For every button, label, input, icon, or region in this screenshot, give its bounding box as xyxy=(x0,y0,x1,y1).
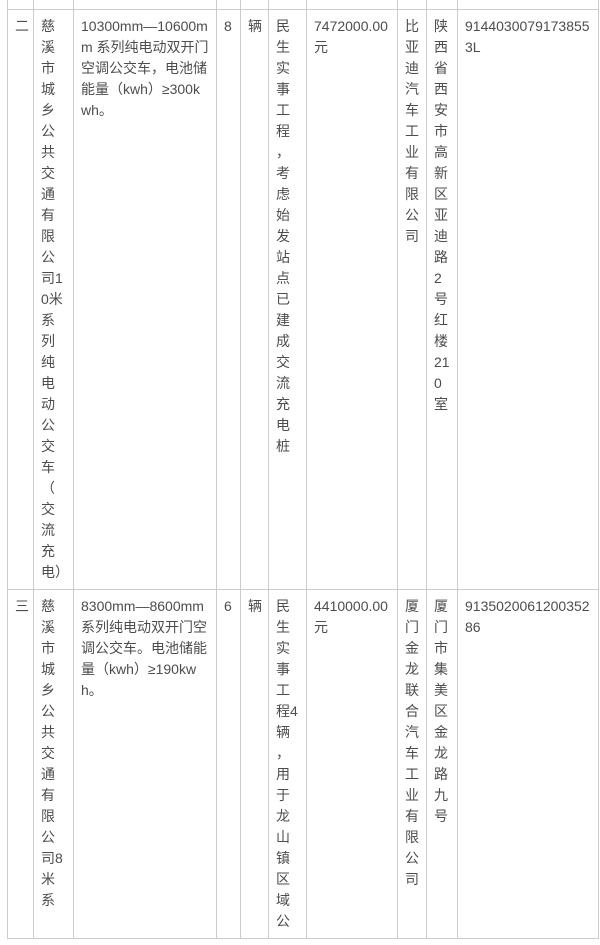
empty-cell xyxy=(240,0,269,10)
row-number-cell: 二 xyxy=(7,9,34,590)
empty-cell xyxy=(457,0,599,10)
amount-cell: 4410000.00 元 xyxy=(306,589,398,939)
procurement-results-table: 二 慈溪市城乡公共交通有限公司10米系列纯电动公交车（交流充电） 10300mm… xyxy=(7,0,599,939)
quantity-cell: 6 xyxy=(216,589,241,939)
empty-cell xyxy=(268,0,307,10)
row-number-cell: 三 xyxy=(7,589,34,939)
empty-cell xyxy=(7,0,34,10)
unit-cell: 辆 xyxy=(240,9,269,590)
credit-code-cell: 913502006120035286 xyxy=(457,589,599,939)
project-name-cell: 慈溪市城乡公共交通有限公司8米系 xyxy=(33,589,74,939)
supplier-address-cell: 陕西省西安市高新区亚迪路2号红楼210室 xyxy=(426,9,458,590)
empty-cell xyxy=(73,0,217,10)
table-row: 二 慈溪市城乡公共交通有限公司10米系列纯电动公交车（交流充电） 10300mm… xyxy=(7,9,599,590)
quantity-cell: 8 xyxy=(216,9,241,590)
table-row-previous-cutoff xyxy=(7,0,599,10)
empty-cell xyxy=(426,0,458,10)
empty-cell xyxy=(306,0,398,10)
purpose-cell: 民生实事工程，考虑始发站点已建成交流充电桩 xyxy=(268,9,307,590)
empty-cell xyxy=(216,0,241,10)
table-row: 三 慈溪市城乡公共交通有限公司8米系 8300mm—8600mm 系列纯电动双开… xyxy=(7,589,599,939)
specification-cell: 8300mm—8600mm 系列纯电动双开门空调公交车。电池储能量（kwh）≥1… xyxy=(73,589,217,939)
supplier-cell: 比亚迪汽车工业有限公司 xyxy=(397,9,427,590)
specification-cell: 10300mm—10600mm 系列纯电动双开门空调公交车，电池储能量（kwh）… xyxy=(73,9,217,590)
supplier-address-cell: 厦门市集美区金龙路九号 xyxy=(426,589,458,939)
empty-cell xyxy=(397,0,427,10)
purpose-cell: 民生实事工程4辆，用于龙山镇区域公 xyxy=(268,589,307,939)
amount-cell: 7472000.00 元 xyxy=(306,9,398,590)
credit-code-cell: 91440300791738553L xyxy=(457,9,599,590)
empty-cell xyxy=(33,0,74,10)
unit-cell: 辆 xyxy=(240,589,269,939)
supplier-cell: 厦门金龙联合汽车工业有限公司 xyxy=(397,589,427,939)
project-name-cell: 慈溪市城乡公共交通有限公司10米系列纯电动公交车（交流充电） xyxy=(33,9,74,590)
